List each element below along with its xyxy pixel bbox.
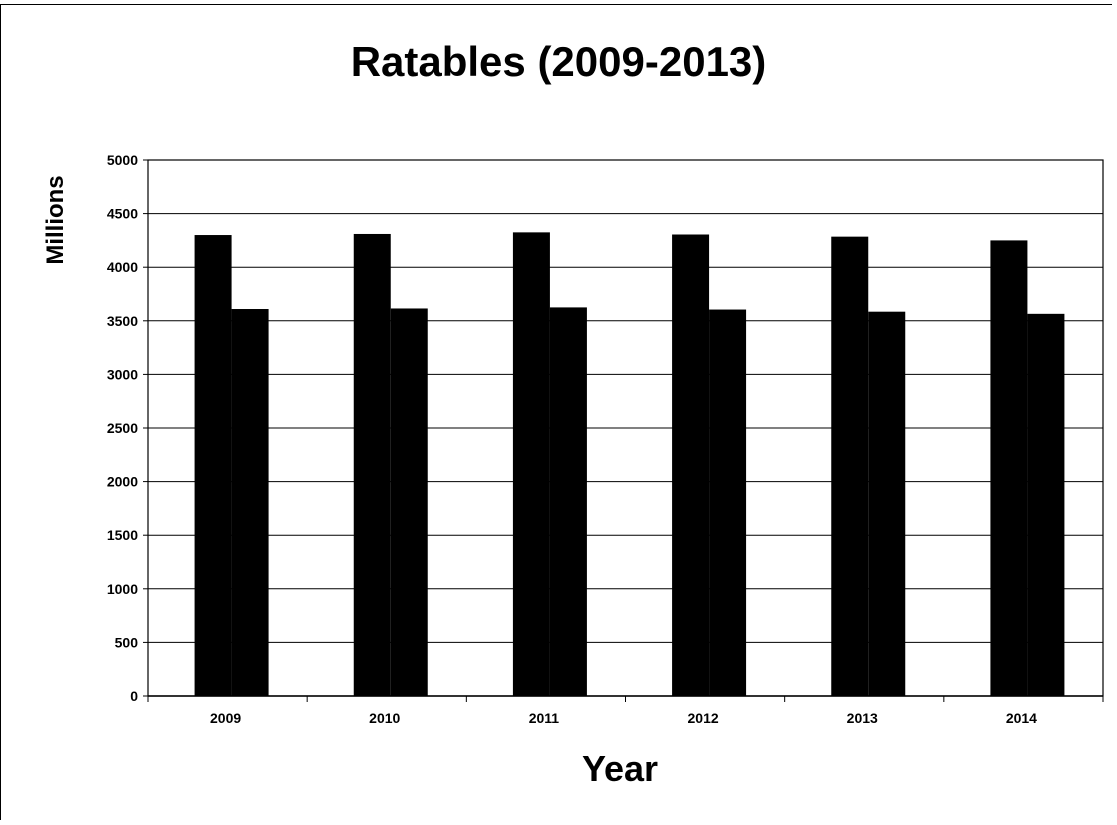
y-tick-label: 500 xyxy=(115,634,139,650)
y-tick-label: 5000 xyxy=(107,152,138,168)
bar-2013-series-1 xyxy=(831,236,869,696)
y-tick-label: 0 xyxy=(130,688,138,704)
x-tick-label: 2014 xyxy=(1006,710,1037,726)
bar-2012-series-2 xyxy=(709,309,747,696)
y-tick-label: 4500 xyxy=(107,206,138,222)
bar-2009-series-2 xyxy=(231,309,269,696)
x-tick-label: 2012 xyxy=(688,710,719,726)
bar-2013-series-2 xyxy=(868,311,906,696)
bar-2011-series-1 xyxy=(512,232,550,697)
bar-2014-series-2 xyxy=(1027,313,1065,696)
y-tick-label: 4000 xyxy=(107,259,138,275)
y-tick-label: 2000 xyxy=(107,474,138,490)
x-tick-label: 2009 xyxy=(210,710,241,726)
bar-2010-series-2 xyxy=(390,308,428,696)
bar-2014-series-1 xyxy=(990,240,1028,696)
y-tick-label: 3000 xyxy=(107,366,138,382)
chart-frame xyxy=(0,4,1112,820)
x-axis-label: Year xyxy=(581,748,659,789)
y-tick-label: 1500 xyxy=(107,527,138,543)
bar-2012-series-1 xyxy=(672,234,710,696)
x-tick-label: 2011 xyxy=(529,710,560,726)
y-tick-label: 3500 xyxy=(107,313,138,329)
x-tick-label: 2013 xyxy=(847,710,878,726)
bar-2009-series-1 xyxy=(194,235,232,697)
y-tick-label: 1000 xyxy=(107,581,138,597)
bar-2011-series-2 xyxy=(549,307,587,696)
x-tick-label: 2010 xyxy=(369,710,400,726)
y-tick-label: 2500 xyxy=(107,420,138,436)
bar-2010-series-1 xyxy=(353,233,391,696)
chart-title: Ratables (2009-2013) xyxy=(350,38,767,85)
